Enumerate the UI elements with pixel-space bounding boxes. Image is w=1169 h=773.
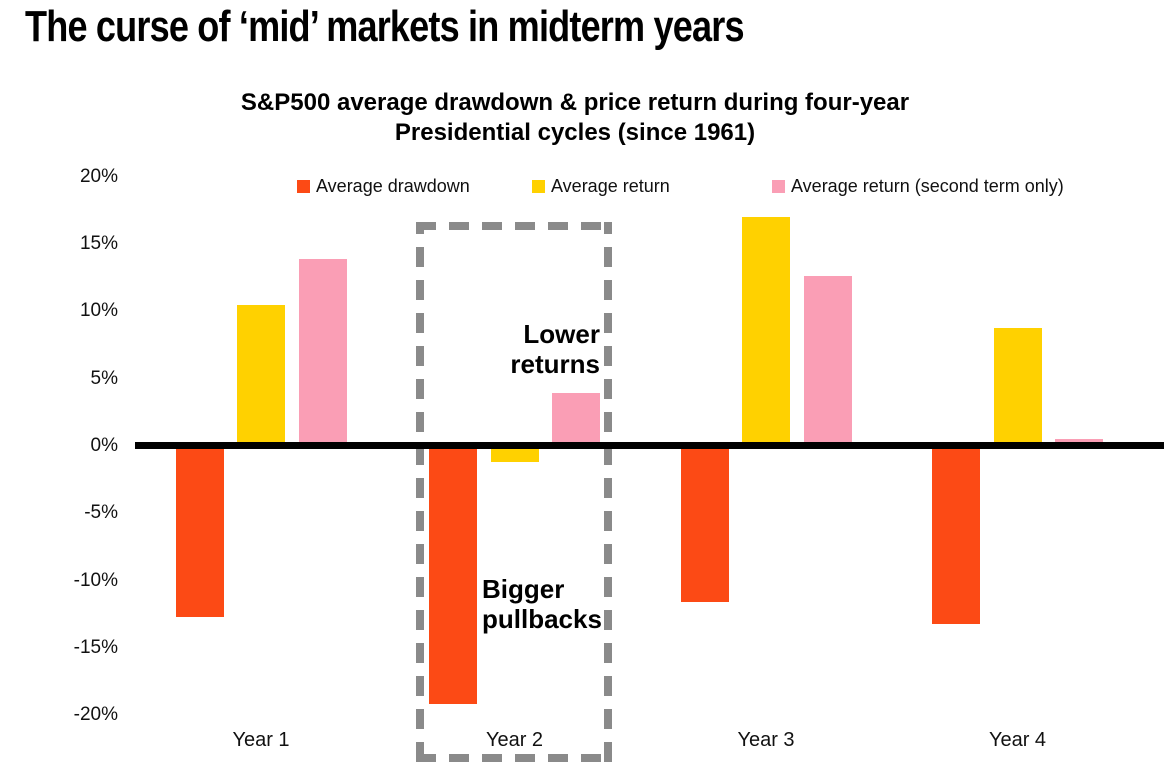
annotation-lower-returns: Lower returns [510, 319, 600, 379]
y-tick-label: -20% [73, 704, 118, 726]
y-tick-label: 5% [90, 367, 118, 389]
legend-label: Average return [551, 175, 670, 196]
bar-series2-year-4 [993, 327, 1042, 446]
chart-title: S&P500 average drawdown & price return d… [240, 89, 910, 146]
y-tick-label: -10% [73, 569, 118, 591]
bar-series3-year-1 [298, 258, 347, 446]
x-axis-label-year-4: Year 4 [988, 729, 1047, 751]
bar-series2-year-1 [237, 304, 285, 446]
y-tick-label: 0% [90, 435, 118, 456]
legend-item-1: Average drawdown [297, 175, 470, 197]
bar-series1-year-4 [932, 446, 980, 624]
y-tick-label: -5% [84, 502, 118, 524]
legend-swatch-icon [532, 179, 545, 193]
zero-axis-line [135, 442, 1164, 449]
annotation-bigger-pullbacks: Bigger pullbacks [482, 574, 602, 634]
y-tick-label: 20% [79, 165, 118, 187]
x-axis-label-year-3: Year 3 [737, 729, 795, 751]
y-tick-label: 15% [79, 233, 118, 255]
bar-series1-year-1 [175, 446, 224, 617]
bar-series1-year-3 [680, 446, 729, 603]
bar-series3-year-3 [803, 276, 852, 446]
legend-swatch-icon [297, 179, 310, 193]
x-axis-label-year-1: Year 1 [232, 729, 290, 751]
legend-item-2: Average return [532, 175, 670, 197]
legend-swatch-icon [772, 179, 785, 193]
page-title: The curse of ‘mid’ markets in midterm ye… [25, 2, 745, 51]
year2-highlight-box [416, 222, 612, 762]
legend-label: Average return (second term only) [791, 175, 1064, 196]
y-tick-label: 10% [79, 300, 118, 322]
legend-item-3: Average return (second term only) [772, 175, 1064, 197]
bar-series2-year-3 [742, 217, 790, 446]
legend-label: Average drawdown [316, 175, 470, 196]
y-tick-label: -15% [73, 636, 118, 658]
